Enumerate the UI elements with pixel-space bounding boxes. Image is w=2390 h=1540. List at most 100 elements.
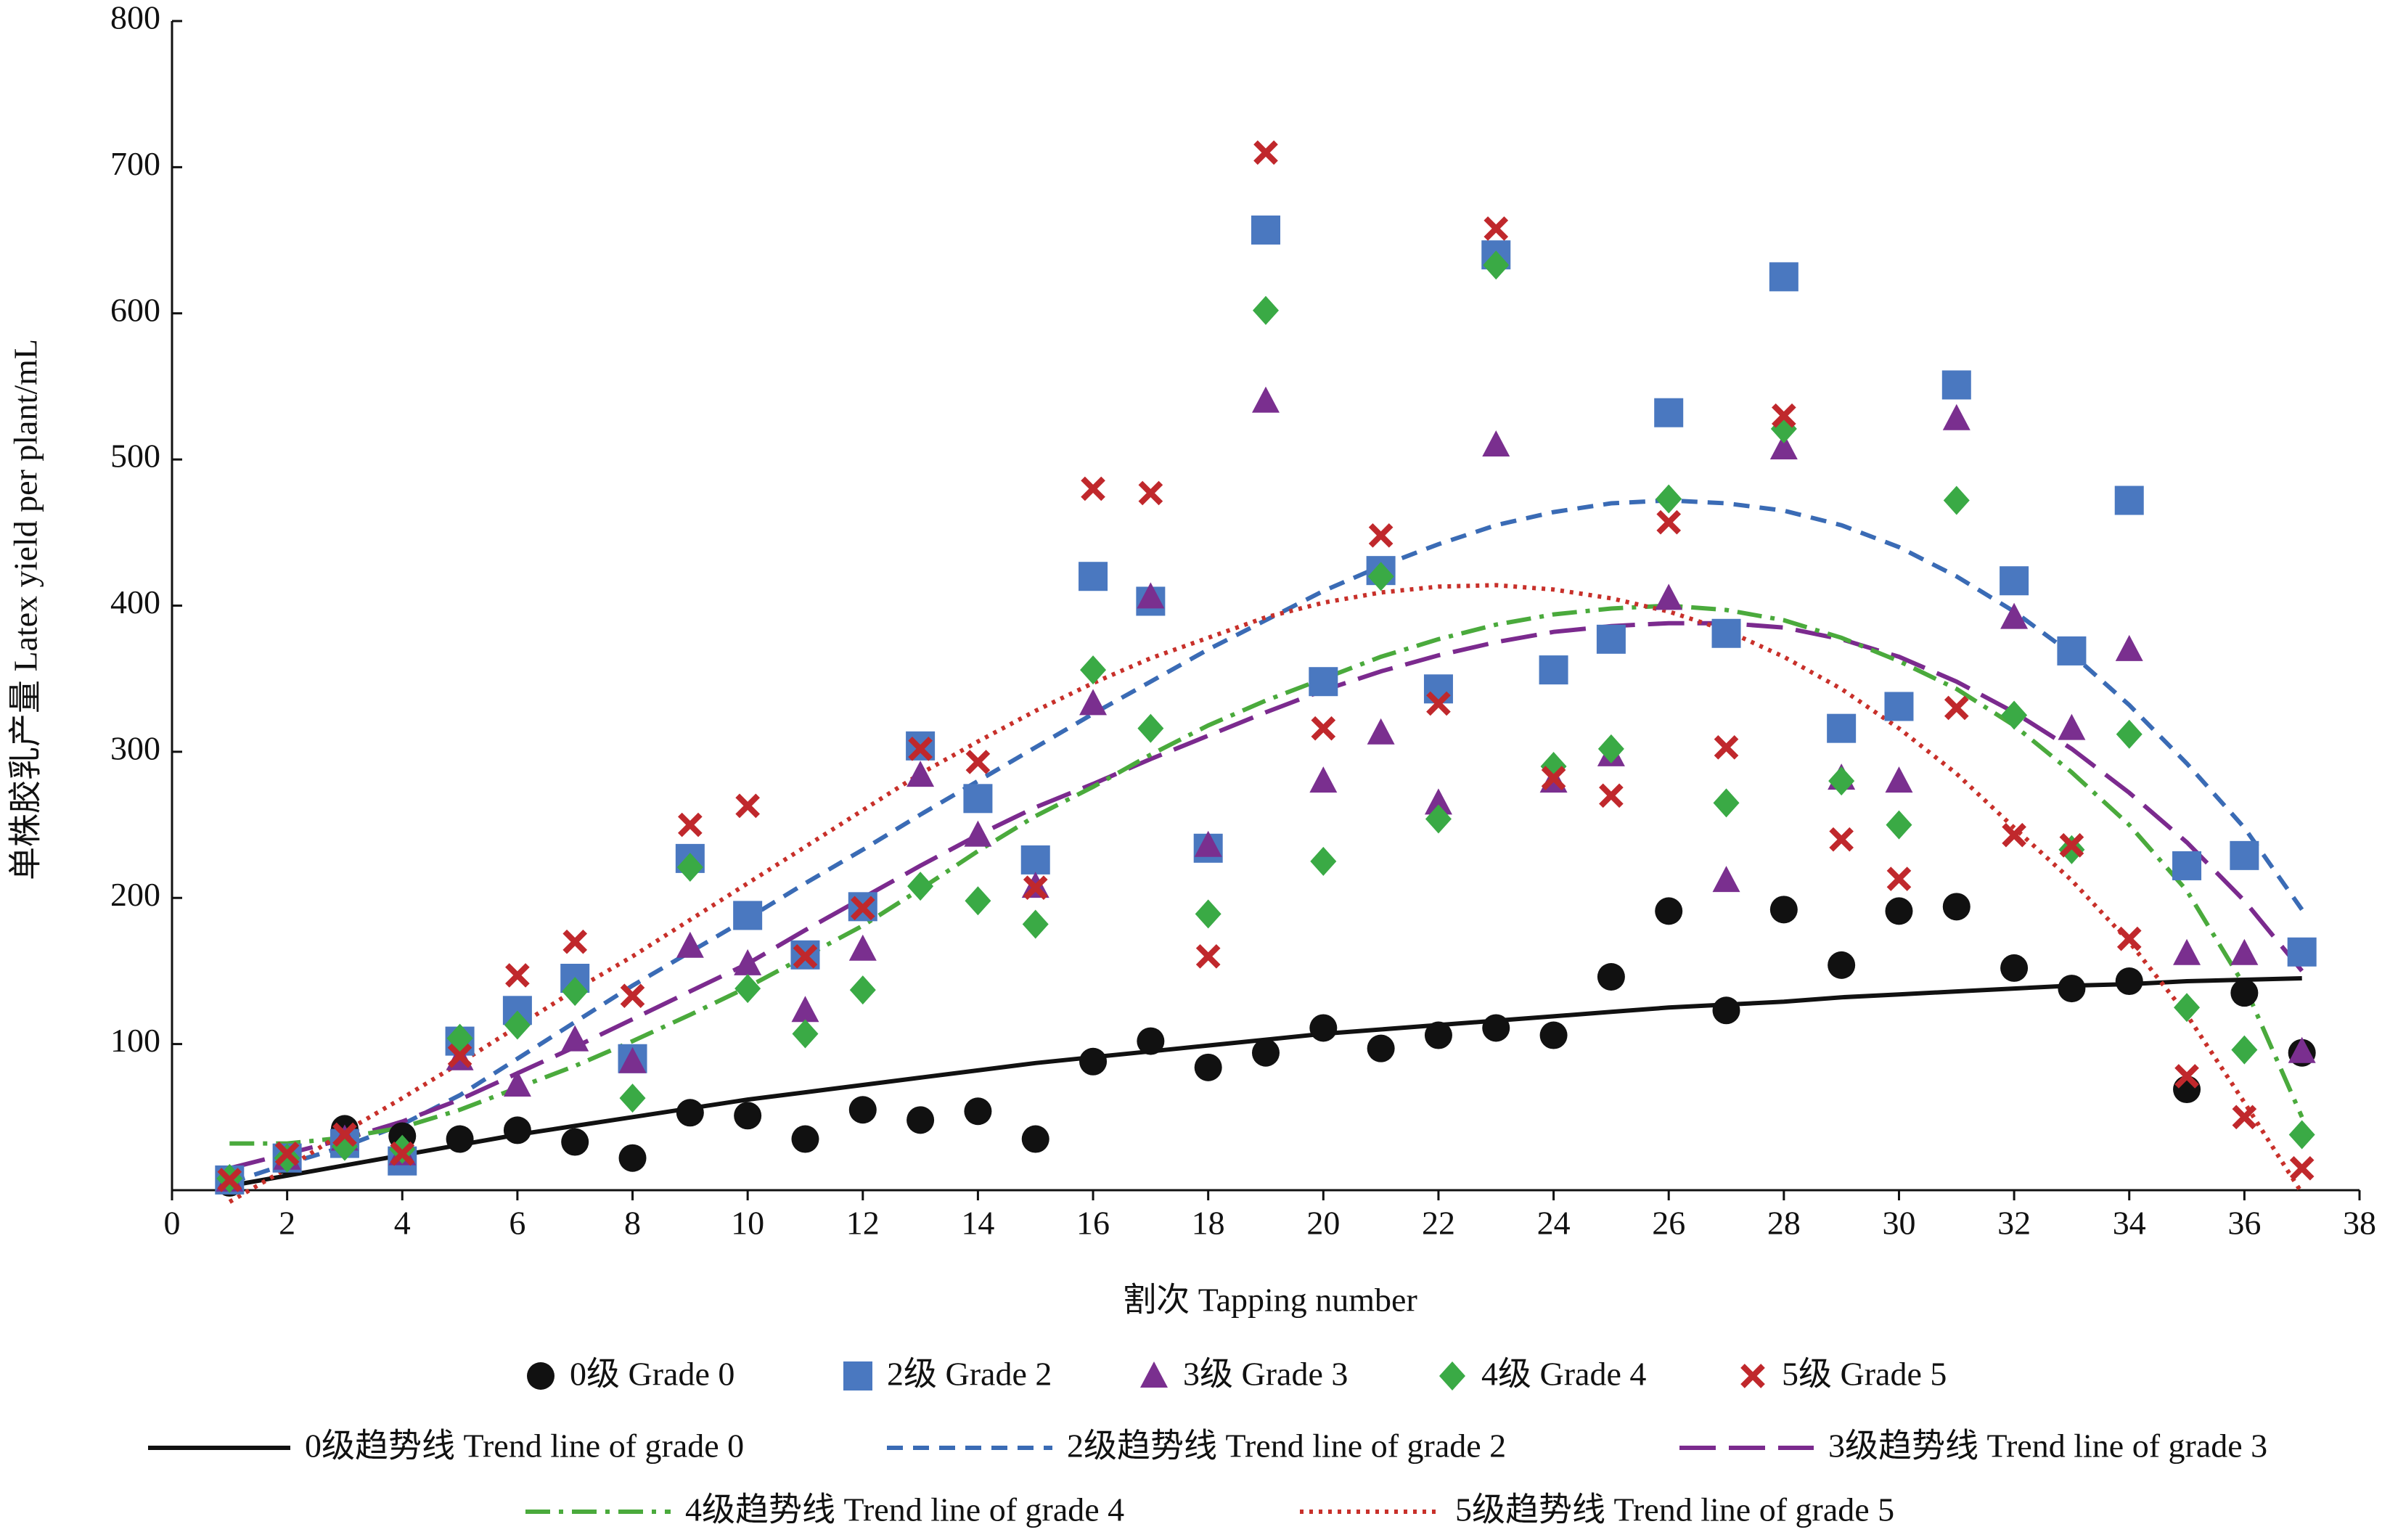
point: [2230, 840, 2259, 870]
point: [1482, 430, 1510, 456]
legend-label: 3级 Grade 3: [1183, 1356, 1348, 1393]
point: [332, 1122, 357, 1147]
legend-label: 5级 Grade 5: [1782, 1356, 1947, 1393]
legend-label: 2级 Grade 2: [887, 1356, 1052, 1393]
point: [1539, 655, 1568, 685]
legend-label: 0级 Grade 0: [570, 1356, 734, 1393]
point: [1137, 713, 1164, 743]
point: [1772, 403, 1796, 428]
point: [734, 949, 762, 975]
x-tick-label: 8: [624, 1205, 641, 1242]
point: [1885, 766, 1913, 793]
x-tick-label: 30: [1882, 1205, 1915, 1242]
point: [907, 872, 934, 901]
legend-label: 4级趋势线 Trend line of grade 4: [685, 1491, 1124, 1528]
point: [1137, 1027, 1165, 1055]
point: [1541, 766, 1566, 790]
legend-label: 4级 Grade 4: [1481, 1356, 1646, 1393]
point: [1020, 845, 1050, 875]
point: [1711, 618, 1741, 648]
point: [907, 1106, 935, 1134]
point: [1654, 398, 1684, 427]
x-tick-label: 18: [1192, 1205, 1225, 1242]
trend-line: [229, 976, 2302, 1188]
point: [2230, 938, 2259, 965]
point: [2172, 851, 2202, 880]
point: [503, 1116, 531, 1144]
point: [2289, 1155, 2315, 1181]
point: [1886, 867, 1912, 891]
legend-marker: [1740, 1364, 1765, 1388]
point: [791, 996, 819, 1023]
point: [1942, 404, 1970, 430]
legend-marker: [1140, 1361, 1168, 1388]
point: [792, 1019, 819, 1049]
x-tick-label: 10: [731, 1205, 764, 1242]
point: [1195, 943, 1221, 969]
legend-marker: [843, 1361, 872, 1390]
point: [1253, 295, 1279, 325]
point: [1597, 734, 1624, 763]
point: [1252, 1039, 1280, 1067]
point: [1195, 899, 1221, 929]
point: [735, 793, 760, 819]
legend-label: 3级趋势线 Trend line of grade 3: [1828, 1428, 2267, 1465]
point: [2288, 1120, 2315, 1150]
point: [447, 1043, 472, 1068]
point: [1425, 804, 1452, 834]
point: [848, 934, 877, 961]
x-tick-label: 14: [961, 1205, 994, 1242]
point: [2114, 486, 2144, 515]
point: [1194, 830, 1222, 857]
point: [1368, 523, 1394, 548]
point: [1426, 691, 1451, 716]
trend-line: [229, 603, 2304, 1146]
point: [2000, 954, 2029, 982]
point: [1423, 674, 1453, 704]
point: [618, 1144, 647, 1172]
x-tick-label: 28: [1767, 1205, 1801, 1242]
point: [1079, 1047, 1108, 1076]
point: [1714, 735, 1739, 760]
point: [1424, 788, 1452, 815]
point: [1309, 766, 1338, 793]
point: [1194, 1053, 1222, 1081]
point: [1367, 1034, 1395, 1062]
x-tick-label: 26: [1652, 1205, 1685, 1242]
point: [2000, 602, 2029, 629]
point: [1483, 216, 1509, 241]
y-tick-label: 300: [110, 729, 160, 766]
y-axis-label: 单株胶乳产量 Latex yield per plant/mL: [7, 339, 44, 880]
point: [1309, 1014, 1338, 1042]
trend-line: [229, 498, 2304, 1185]
point: [676, 852, 703, 882]
point: [1079, 562, 1108, 591]
point: [2058, 713, 2086, 740]
point: [1941, 370, 1971, 400]
x-tick-label: 34: [2113, 1205, 2146, 1242]
point: [964, 1097, 992, 1126]
point: [2230, 979, 2259, 1007]
point: [274, 1141, 300, 1166]
legend-label: 5级趋势线 Trend line of grade 5: [1455, 1491, 1894, 1528]
point: [1079, 689, 1108, 716]
point: [907, 761, 935, 787]
point: [1886, 810, 1912, 840]
point: [503, 1070, 531, 1097]
point: [965, 750, 991, 774]
point: [678, 812, 703, 837]
point: [618, 1047, 647, 1073]
point: [850, 896, 875, 921]
x-tick-label: 12: [846, 1205, 880, 1242]
point: [1828, 766, 1855, 796]
point: [390, 1141, 415, 1166]
point: [2232, 1105, 2257, 1130]
point: [793, 943, 818, 969]
x-tick-label: 20: [1306, 1205, 1340, 1242]
point: [2002, 822, 2026, 848]
point: [1367, 562, 1394, 591]
point: [1023, 875, 1048, 900]
point: [562, 929, 588, 954]
point: [562, 977, 589, 1007]
point: [963, 784, 993, 814]
